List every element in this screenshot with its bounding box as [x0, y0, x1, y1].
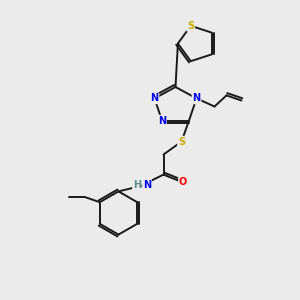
- Text: S: S: [187, 21, 194, 31]
- Text: N: N: [150, 93, 159, 103]
- Text: H: H: [133, 179, 141, 190]
- Text: S: S: [178, 136, 185, 147]
- Text: N: N: [143, 179, 151, 190]
- Text: N: N: [158, 116, 166, 126]
- Text: N: N: [192, 93, 201, 103]
- Text: O: O: [179, 177, 187, 188]
